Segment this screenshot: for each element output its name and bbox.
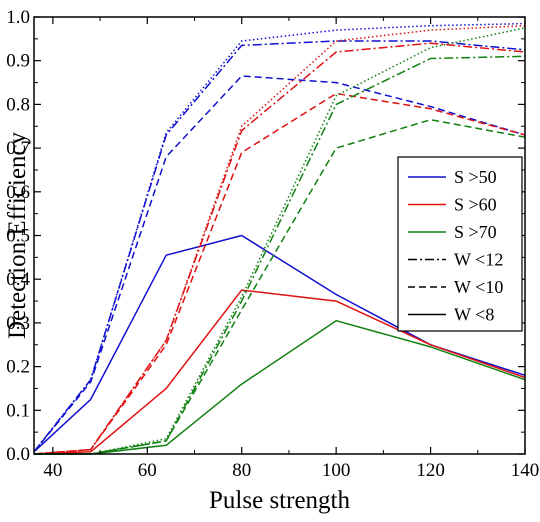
x-tick-label: 80	[232, 460, 251, 481]
x-tick-label: 40	[43, 460, 62, 481]
y-tick-label: 0.5	[6, 226, 30, 247]
legend: S >50 S >60 S >70 W <12 W <10 W <8	[397, 156, 523, 332]
legend-label: S >70	[454, 222, 497, 242]
legend-label: W <10	[454, 277, 503, 297]
y-tick-label: 0.4	[6, 269, 30, 290]
series-line-s60-extra	[33, 24, 526, 455]
x-tick-label: 60	[138, 460, 157, 481]
legend-label: S >50	[454, 167, 497, 187]
legend-label: W <8	[454, 305, 494, 325]
series-line-s50-w10	[33, 75, 526, 453]
y-tick-label: 0.3	[6, 313, 30, 334]
y-tick-label: 1.0	[6, 7, 30, 28]
y-tick-label: 0.8	[6, 94, 30, 115]
y-tick-label: 0.0	[6, 444, 30, 465]
series-line-s70-w8	[34, 319, 526, 455]
y-tick-label: 0.1	[6, 400, 30, 421]
y-tick-label: 0.9	[6, 51, 30, 72]
y-tick-label: 0.7	[6, 138, 30, 159]
series-line-s50-extra	[33, 22, 526, 453]
x-axis-title: Pulse strength	[209, 487, 350, 514]
y-tick-label: 0.2	[6, 357, 30, 378]
x-tick-label: 120	[416, 460, 445, 481]
legend-label: W <12	[454, 250, 503, 270]
y-axis-title: Detection Efficiency	[4, 131, 31, 339]
legend-label: S >60	[454, 195, 497, 215]
ticks-layer: 40 60 80 100 120 140 0.0 0.1 0.2 0.3 0.4 0.5 0.6 0.7 0…	[6, 7, 539, 481]
series-line-s60-w8	[33, 289, 526, 455]
x-tick-label: 100	[322, 460, 351, 481]
x-tick-label: 140	[511, 460, 540, 481]
y-tick-label: 0.6	[6, 182, 30, 203]
legend-box	[397, 156, 523, 332]
